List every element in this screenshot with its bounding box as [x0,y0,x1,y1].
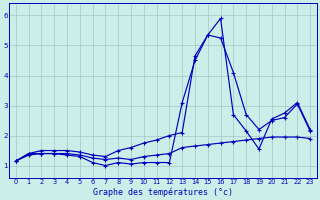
X-axis label: Graphe des températures (°c): Graphe des températures (°c) [93,187,233,197]
